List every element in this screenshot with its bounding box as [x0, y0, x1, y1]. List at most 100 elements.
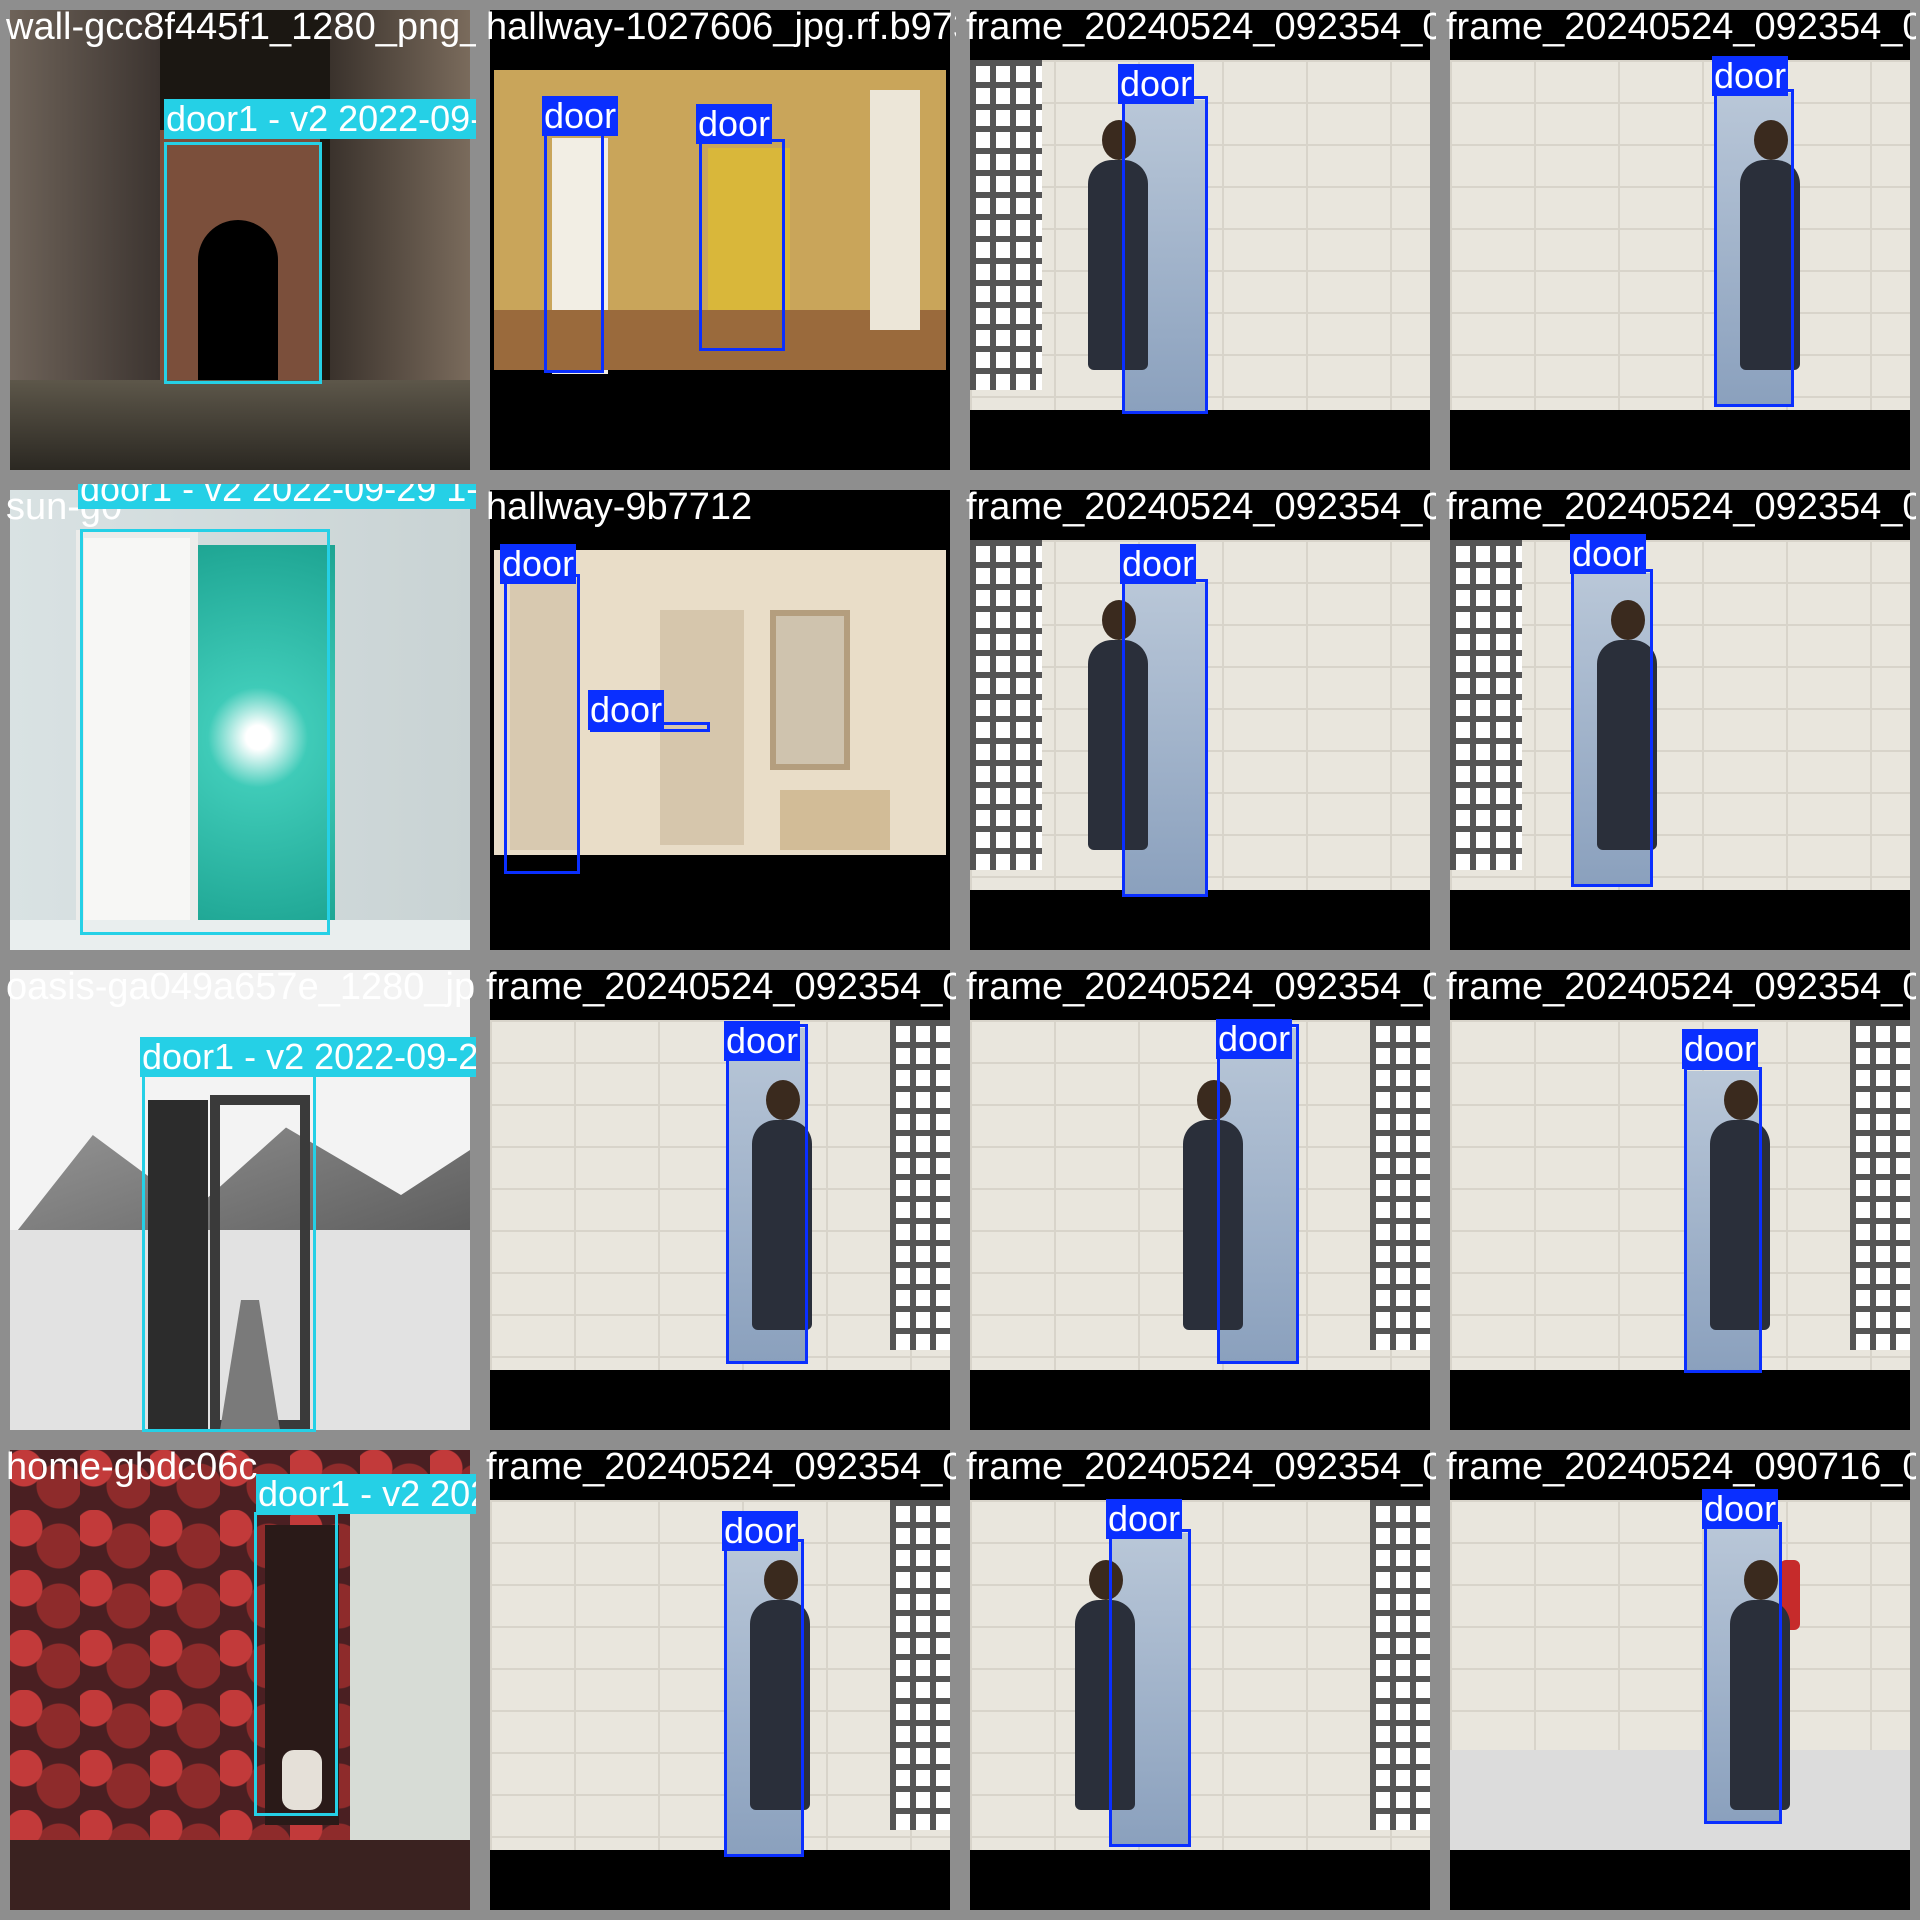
scene-bottom-black: [1450, 1370, 1910, 1430]
tile-image: [1450, 1450, 1910, 1910]
scene-top-black: [970, 490, 1430, 540]
scene-bottom-black: [970, 410, 1430, 470]
detection-box: [1122, 579, 1208, 897]
scene-right-plaster: [350, 1510, 470, 1840]
tile-image: [970, 1450, 1430, 1910]
scene-person-head: [1197, 1080, 1231, 1120]
tile-image: [970, 490, 1430, 950]
scene-bottom-black: [490, 1850, 950, 1910]
detection-label: door: [588, 689, 665, 730]
mosaic-tile: frame_20240524_092354_0 door: [960, 1440, 1440, 1920]
tile-image: [490, 10, 950, 470]
scene-teal: [195, 545, 335, 930]
tile-image: [10, 490, 470, 950]
scene-person-head: [1102, 120, 1136, 160]
scene-lattice: [970, 540, 1042, 870]
scene-lattice: [1370, 1500, 1430, 1830]
scene-person-body: [1183, 1120, 1243, 1330]
detection-label: door1 - v2 2022-09-29 1-05pm: [164, 99, 476, 139]
scene-top-black: [1450, 10, 1910, 60]
detection-box: [699, 139, 785, 351]
detection-box: [504, 574, 580, 874]
scene-wall: [1450, 60, 1910, 410]
scene-door-leaf: [76, 530, 198, 935]
tile-filename: frame_20240524_092354_01: [1446, 486, 1920, 528]
scene-bottom-black: [970, 1370, 1430, 1430]
detection-label: door: [542, 95, 619, 136]
detection-box: [142, 1040, 316, 1432]
scene-bottom-black: [1450, 410, 1910, 470]
mosaic-tile: frame_20240524_092354_01 door: [960, 480, 1440, 960]
mosaic-tile: frame_20240524_092354_0 door: [1440, 960, 1920, 1440]
scene-bottom-black: [970, 890, 1430, 950]
detection-label: door: [1712, 55, 1789, 96]
scene-ground: [10, 380, 470, 470]
detection-label: door: [1570, 533, 1647, 574]
scene-floor: [1450, 1750, 1910, 1850]
scene-person-body: [1088, 640, 1148, 850]
tile-image: [1450, 970, 1910, 1430]
tile-image: [970, 970, 1430, 1430]
tile-image: [1450, 490, 1910, 950]
scene-wall: [1450, 1020, 1910, 1370]
scene-bottom-black: [1450, 890, 1910, 950]
tile-filename: frame_20240524_092354_01: [966, 486, 1440, 528]
tile-filename: frame_20240524_092354_0: [966, 1446, 1440, 1488]
tile-filename: frame_20240524_092354_0: [966, 966, 1440, 1008]
detection-label: door: [500, 543, 577, 584]
detection-label: door1 - v2 2022-09-29 1-05pm: [140, 1037, 476, 1077]
scene-arch-opening: [198, 220, 278, 380]
tile-filename: frame_20240524_092354_01: [966, 6, 1440, 48]
scene-lattice: [1370, 1020, 1430, 1350]
detection-label: door: [1216, 1018, 1293, 1059]
scene-person-head: [1102, 600, 1136, 640]
detection-label: door: [722, 1510, 799, 1551]
detection-box: [1109, 1529, 1191, 1847]
detection-label: door: [1702, 1488, 1779, 1529]
scene-person-body: [1740, 160, 1800, 370]
tile-filename: frame_20240524_092354_01: [486, 1446, 960, 1488]
scene-right-door: [870, 90, 920, 330]
mosaic-tile: frame_20240524_090716_0 door: [1440, 1440, 1920, 1920]
scene-lattice: [890, 1500, 950, 1830]
detection-box: [1704, 1522, 1782, 1824]
scene-top-black: [1450, 490, 1910, 540]
scene-top-black: [970, 970, 1430, 1020]
scene-person-head: [1744, 1560, 1778, 1600]
scene-bottom-black: [1450, 1850, 1910, 1910]
scene-lattice: [970, 60, 1042, 390]
scene-mirror: [770, 610, 850, 770]
scene-top-black: [1450, 970, 1910, 1020]
detection-label: door: [1118, 63, 1195, 104]
scene-floor: [10, 920, 470, 950]
scene-lattice: [1850, 1020, 1910, 1350]
scene-wall: [970, 1500, 1430, 1850]
scene-lattice: [890, 1020, 950, 1350]
tile-image: [1450, 10, 1910, 470]
scene-person-head: [766, 1080, 800, 1120]
detection-box: [1571, 569, 1653, 887]
mosaic-tile: frame_20240524_092354_0 door: [480, 960, 960, 1440]
scene-person-body: [1597, 640, 1657, 850]
tile-filename: wall-gcc8f445f1_1280_png_jpg.rf.b: [6, 6, 480, 48]
mosaic-tile: wall-gcc8f445f1_1280_png_jpg.rf.b door1 -…: [0, 0, 480, 480]
scene-lattice: [1450, 540, 1522, 870]
scene-person-head: [1754, 120, 1788, 160]
tile-image: [970, 10, 1430, 470]
scene-person-body: [750, 1600, 810, 1810]
scene-wall: [490, 1020, 950, 1370]
scene-center-door: [660, 610, 744, 845]
tile-filename: frame_20240524_092354_01: [1446, 6, 1920, 48]
mosaic-tile: hallway-1027606_jpg.rf.b9733 door door: [480, 0, 960, 480]
scene-person-head: [1724, 1080, 1758, 1120]
tile-filename: hallway-1027606_jpg.rf.b9733: [486, 6, 960, 48]
scene-wall: [490, 1500, 950, 1850]
scene-left-door: [510, 580, 580, 850]
